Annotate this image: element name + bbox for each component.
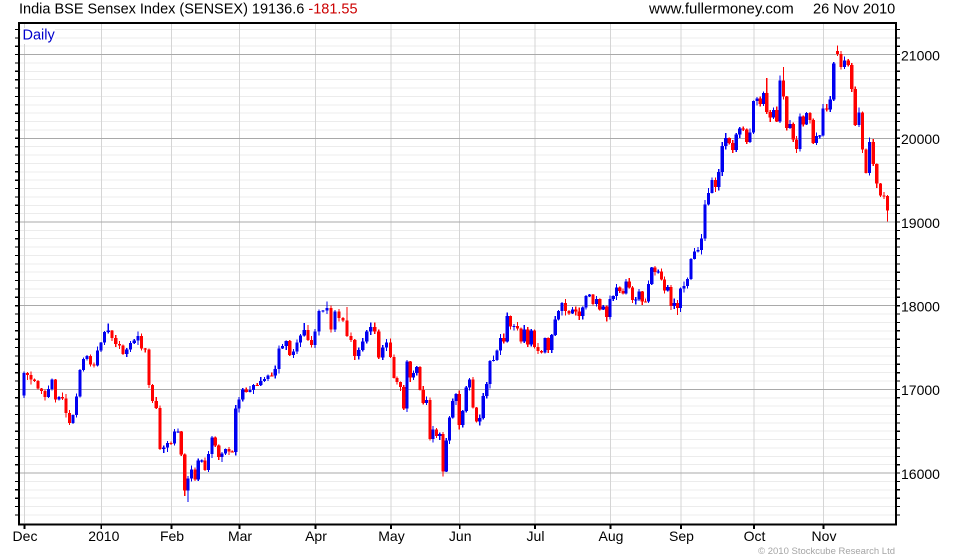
svg-text:18000: 18000	[901, 299, 940, 315]
svg-text:Aug: Aug	[599, 528, 624, 544]
svg-text:Apr: Apr	[305, 528, 327, 544]
svg-text:India BSE Sensex Index (SENSEX: India BSE Sensex Index (SENSEX) 19136.6 …	[19, 2, 358, 18]
svg-text:16000: 16000	[901, 466, 940, 482]
svg-text:Dec: Dec	[13, 528, 38, 544]
svg-text:© 2010 Stockcube Research Ltd: © 2010 Stockcube Research Ltd	[758, 546, 895, 557]
svg-text:26 Nov 2010: 26 Nov 2010	[813, 2, 895, 18]
svg-text:17000: 17000	[901, 382, 940, 398]
svg-text:Nov: Nov	[812, 528, 837, 544]
svg-text:Oct: Oct	[744, 528, 766, 544]
svg-text:Mar: Mar	[228, 528, 252, 544]
svg-text:19000: 19000	[901, 215, 940, 231]
svg-text:Feb: Feb	[160, 528, 184, 544]
svg-text:20000: 20000	[901, 131, 940, 147]
svg-text:Daily: Daily	[23, 28, 56, 44]
svg-text:2010: 2010	[88, 528, 119, 544]
svg-text:Sep: Sep	[669, 528, 694, 544]
svg-text:www.fullermoney.com: www.fullermoney.com	[648, 1, 794, 18]
svg-text:Jun: Jun	[449, 528, 472, 544]
svg-text:21000: 21000	[901, 47, 940, 63]
svg-text:May: May	[378, 528, 404, 544]
svg-text:Jul: Jul	[527, 528, 545, 544]
